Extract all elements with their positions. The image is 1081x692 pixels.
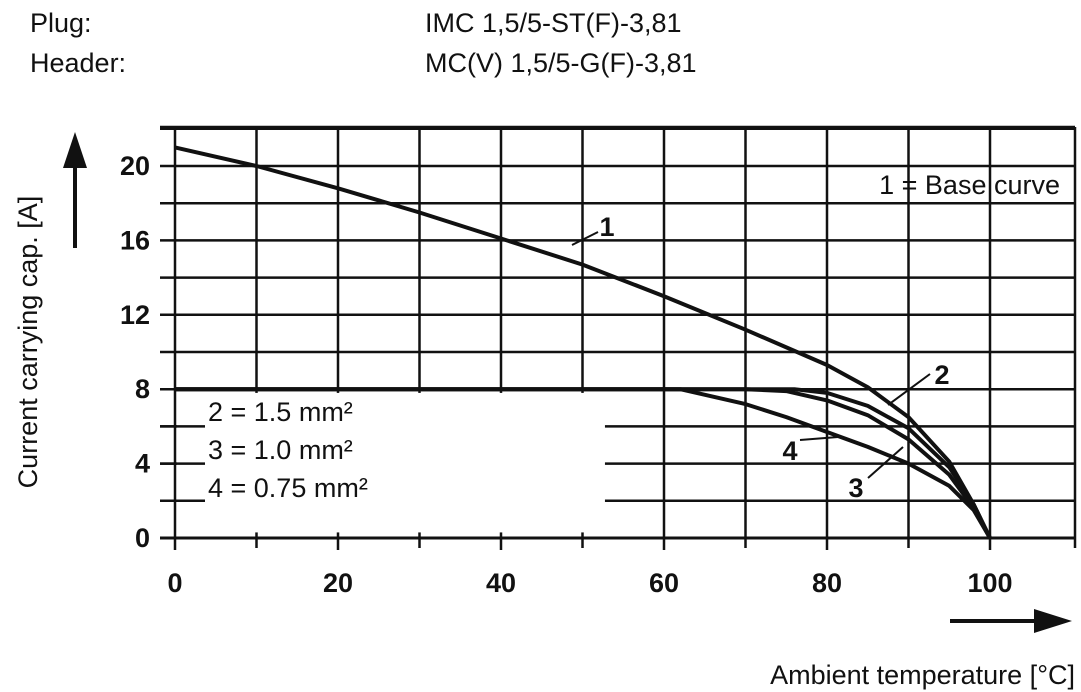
y-tick-label: 8 (135, 374, 150, 404)
curve-label: 1 (599, 212, 614, 242)
x-tick-label: 100 (967, 568, 1012, 598)
curve-label-leader (799, 436, 839, 441)
curve-label-leader (867, 446, 904, 479)
legend-base-curve: 1 = Base curve (879, 170, 1060, 200)
y-tick-label: 12 (120, 300, 150, 330)
x-tick-label: 40 (486, 568, 516, 598)
y-tick-label: 4 (135, 449, 150, 479)
y-tick-label: 16 (120, 225, 150, 255)
header-label: Header: (30, 48, 127, 78)
curve-3 (175, 387, 992, 539)
x-tick-label: 0 (167, 568, 182, 598)
curve-label-leader (887, 373, 931, 406)
x-arrow-head (1034, 609, 1072, 633)
legend-mask-rect (177, 392, 605, 533)
curve-label: 4 (782, 436, 797, 466)
x-tick-label: 80 (812, 568, 842, 598)
x-axis-label: Ambient temperature [°C] (770, 660, 1075, 690)
x-tick-label: 60 (649, 568, 679, 598)
header-value: MC(V) 1,5/5-G(F)-3,81 (425, 48, 697, 78)
curve-4 (175, 387, 992, 540)
legend-mask (160, 392, 605, 533)
legend-item-4: 4 = 0.75 mm² (208, 473, 368, 503)
legend-item-3: 3 = 1.0 mm² (208, 435, 353, 465)
curve-label: 2 (934, 360, 949, 390)
plug-value: IMC 1,5/5-ST(F)-3,81 (425, 8, 682, 38)
plug-label: Plug: (30, 8, 92, 38)
axis-arrows (63, 132, 1072, 633)
y-tick-label: 20 (120, 151, 150, 181)
y-arrow-head (63, 132, 87, 168)
curve-1 (174, 145, 992, 539)
x-tick-label: 20 (323, 568, 353, 598)
curve-label: 3 (848, 473, 863, 503)
legend-item-2: 2 = 1.5 mm² (208, 397, 353, 427)
curve-label-leader (571, 231, 599, 246)
curves (174, 145, 992, 540)
y-tick-label: 0 (135, 523, 150, 553)
y-axis-label: Current carrying cap. [A] (13, 196, 43, 489)
